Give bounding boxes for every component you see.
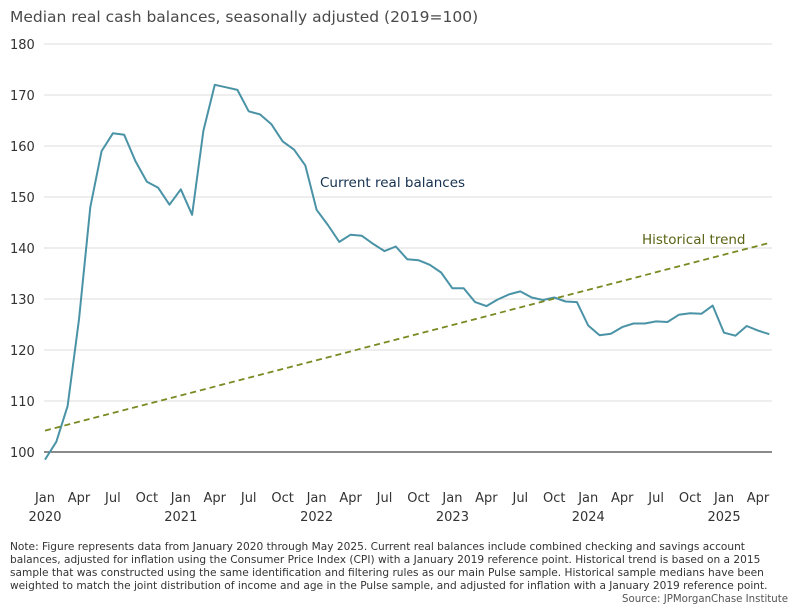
- y-axis-ticks: 100 110 120 130 140 150 160 170 180: [10, 38, 35, 461]
- x-tick-year: 2022: [300, 510, 333, 525]
- current-balances-line: [44, 83, 770, 461]
- x-tick-month: Apr: [611, 491, 634, 506]
- x-tick-month: Jul: [376, 491, 393, 506]
- x-tick-month: Jul: [240, 491, 257, 506]
- x-tick-month: Jan: [441, 491, 462, 506]
- x-tick-month: Apr: [68, 491, 91, 506]
- y-tick-label: 110: [10, 395, 35, 410]
- y-tick-label: 180: [10, 38, 35, 53]
- y-tick-label: 160: [10, 140, 35, 155]
- y-tick-label: 170: [10, 89, 35, 104]
- x-tick-month: Apr: [747, 491, 770, 506]
- gridlines: [44, 43, 772, 453]
- x-tick-month: Apr: [204, 491, 227, 506]
- x-tick-month: Apr: [339, 491, 362, 506]
- x-tick-month: Oct: [679, 491, 701, 506]
- series-layer: [44, 83, 770, 461]
- y-tick-label: 120: [10, 344, 35, 359]
- x-tick-month: Jul: [511, 491, 528, 506]
- x-tick-month: Jan: [713, 491, 734, 506]
- x-tick-month: Jul: [104, 491, 121, 506]
- y-tick-label: 150: [10, 191, 35, 206]
- x-tick-month: Oct: [543, 491, 565, 506]
- x-tick-month: Jan: [577, 491, 598, 506]
- x-tick-year: 2024: [572, 510, 605, 525]
- x-tick-month: Jan: [34, 491, 55, 506]
- x-tick-month: Apr: [475, 491, 498, 506]
- historical-trend-label: Historical trend: [642, 232, 746, 248]
- x-tick-month: Jul: [647, 491, 664, 506]
- x-tick-month: Oct: [136, 491, 158, 506]
- x-tick-year: 2020: [28, 510, 61, 525]
- chart: Median real cash balances, seasonally ad…: [10, 8, 772, 525]
- x-tick-year: 2021: [164, 510, 197, 525]
- y-tick-label: 130: [10, 293, 35, 308]
- chart-note: Note: Figure represents data from Januar…: [10, 541, 768, 592]
- y-tick-label: 100: [10, 446, 35, 461]
- chart-source: Source: JPMorganChase Institute: [622, 594, 788, 605]
- x-tick-month: Jan: [306, 491, 327, 506]
- x-tick-month: Oct: [407, 491, 429, 506]
- historical-trend-line: [44, 242, 770, 432]
- x-tick-month: Oct: [271, 491, 293, 506]
- x-tick-year: 2023: [436, 510, 469, 525]
- chart-title: Median real cash balances, seasonally ad…: [10, 8, 478, 26]
- current-balances-label: Current real balances: [320, 175, 465, 191]
- x-tick-year: 2025: [708, 510, 741, 525]
- x-tick-month: Jan: [170, 491, 191, 506]
- x-axis-ticks: Jan Apr Jul Oct Jan Apr Jul Oct Jan Apr Jul Oct Jan A…: [28, 491, 769, 525]
- y-tick-label: 140: [10, 242, 35, 257]
